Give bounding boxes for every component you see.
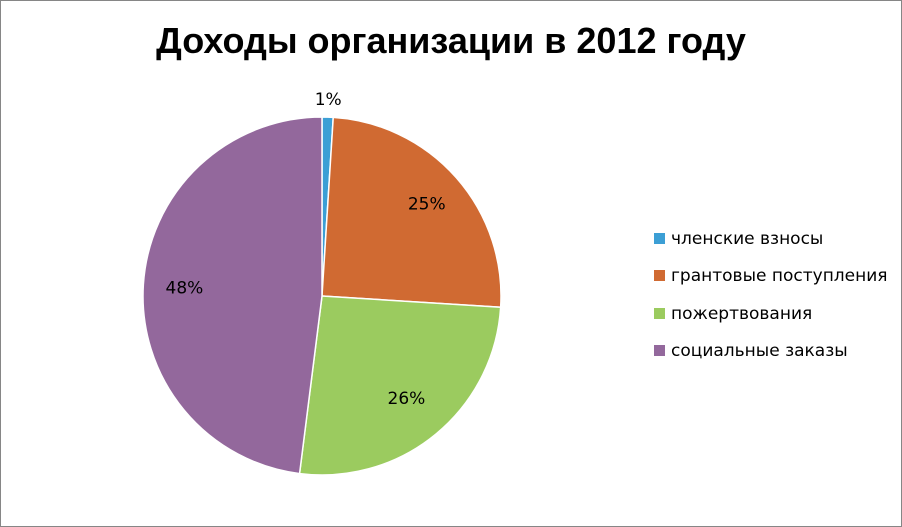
legend-swatch bbox=[654, 270, 665, 282]
legend-swatch bbox=[654, 307, 665, 319]
data-label-membership-fees: 1% bbox=[315, 90, 342, 110]
legend-label: социальные заказы bbox=[671, 340, 848, 361]
legend-label: членские взносы bbox=[671, 229, 824, 249]
legend-label: пожертвования bbox=[671, 303, 813, 324]
data-label-donations: 26% bbox=[388, 389, 426, 409]
data-label-social-orders: 48% bbox=[166, 278, 204, 298]
data-label-grants: 25% bbox=[408, 195, 446, 215]
legend-label: грантовые поступления bbox=[671, 266, 888, 287]
pie-slice-social-orders bbox=[142, 116, 323, 475]
legend-swatch bbox=[654, 233, 665, 244]
pie-slice-grants bbox=[321, 116, 502, 309]
legend-swatch bbox=[654, 344, 665, 356]
chart-title: Доходы организации в 2012 году bbox=[156, 20, 746, 61]
pie-slice-donations bbox=[298, 295, 502, 476]
